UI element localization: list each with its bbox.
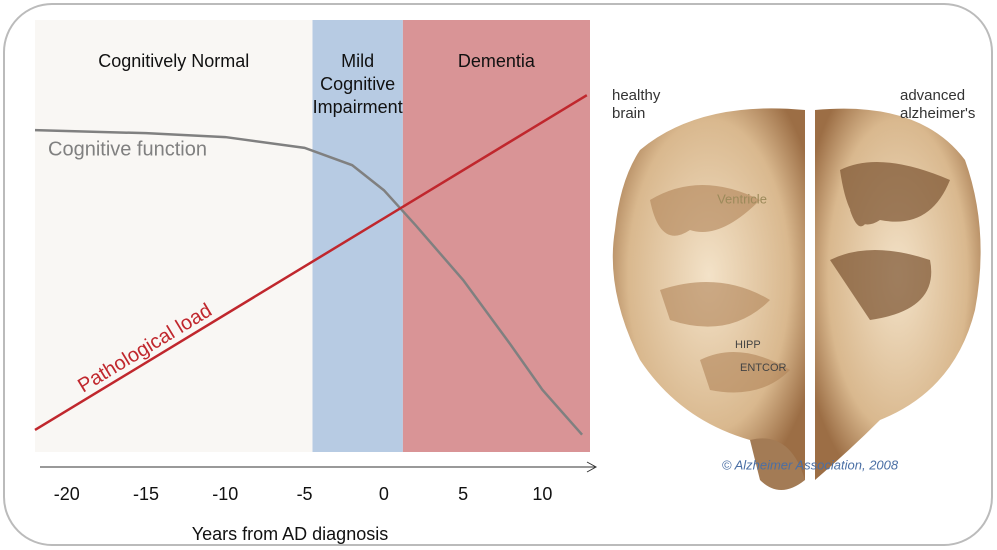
x-tick-label: -15 — [133, 484, 159, 504]
x-tick-label: 10 — [532, 484, 552, 504]
ventricle-label: Ventricle — [717, 191, 767, 206]
gyri — [650, 185, 790, 393]
series-name: Cognitive function — [48, 138, 207, 160]
x-tick-label: 5 — [458, 484, 468, 504]
series-line — [34, 128, 584, 436]
x-axis-label: Years from AD diagnosis — [192, 524, 388, 544]
region-label: Mild — [341, 51, 374, 71]
region-label: Cognitive — [320, 74, 395, 94]
x-tick-label: -5 — [297, 484, 313, 504]
brainstem — [750, 438, 805, 490]
series-line — [34, 94, 588, 432]
atrophy — [830, 162, 950, 320]
advanced-label: advanced alzheimer's — [900, 87, 975, 122]
region-label: Dementia — [458, 51, 536, 71]
healthy-label: healthy brain — [612, 87, 661, 122]
region — [312, 20, 403, 452]
entcor-label: ENTCOR — [740, 362, 787, 374]
region-label: Cognitively Normal — [98, 51, 249, 71]
hipp-label: HIPP — [735, 339, 761, 351]
region-label: Impairment — [313, 97, 403, 117]
x-tick-label: -10 — [212, 484, 238, 504]
plot: Cognitively Normal Mild Cognitive Impairmen… — [34, 20, 598, 544]
brain-illustration — [612, 105, 981, 490]
credit: © Alzheimer Association, 2008 — [722, 457, 899, 472]
x-tick-label: 0 — [379, 484, 389, 504]
x-axis-arrow — [586, 461, 598, 473]
frame — [3, 3, 993, 546]
x-tick-label: -20 — [54, 484, 80, 504]
region — [35, 20, 313, 452]
region — [402, 20, 590, 452]
